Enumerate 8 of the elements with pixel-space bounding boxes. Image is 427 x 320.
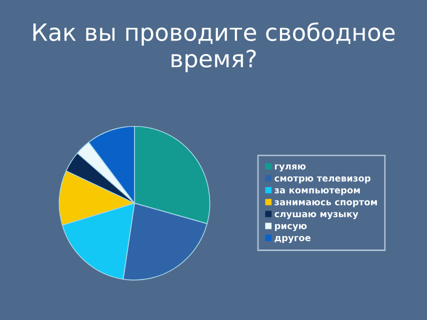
legend-label: рисую [275, 224, 307, 232]
legend-label: за компьютером [274, 188, 360, 196]
legend-label: смотрю телевизор [274, 176, 370, 184]
legend-label: гуляю [275, 164, 306, 172]
legend-label: занимаюсь спортом [274, 200, 377, 208]
chart-title: Как вы проводите свободное время? [33, 22, 395, 72]
legend-label: другое [274, 236, 310, 244]
legend-label: слушаю музыку [274, 212, 358, 220]
